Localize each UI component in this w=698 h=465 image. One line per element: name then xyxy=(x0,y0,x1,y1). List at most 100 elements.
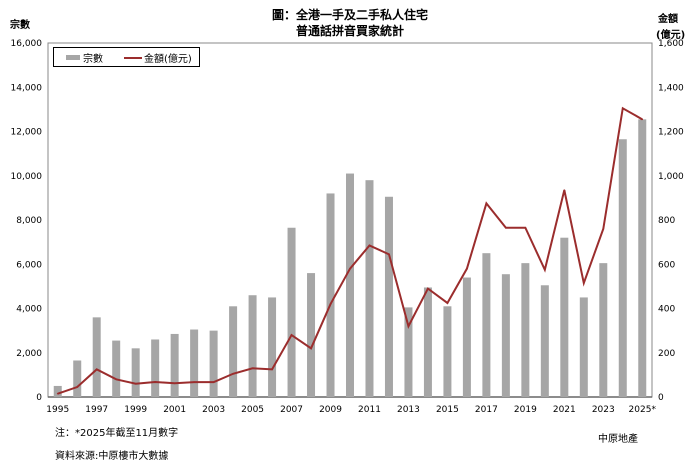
bar-2025 xyxy=(638,119,647,398)
bar-2019 xyxy=(521,263,530,397)
line-point-2004 xyxy=(232,372,234,375)
x-tick-label: 2009 xyxy=(319,405,342,415)
line-point-2008 xyxy=(310,347,312,350)
bar-2002 xyxy=(190,329,199,397)
bar-2001 xyxy=(170,333,179,397)
bar-2006 xyxy=(268,297,277,397)
left-tick-label: 12,000 xyxy=(11,128,43,138)
line-point-2014 xyxy=(427,287,429,290)
bar-1999 xyxy=(131,348,140,397)
line-point-2001 xyxy=(173,382,176,385)
x-tick-label: 2005 xyxy=(241,405,264,415)
x-tick-label: 2013 xyxy=(397,405,420,415)
right-tick-label: 400 xyxy=(658,305,675,315)
legend-line-label: 金額(億元) xyxy=(144,54,192,65)
line-point-2005 xyxy=(251,367,254,370)
line-point-2021 xyxy=(563,189,566,191)
bar-2007 xyxy=(287,227,296,397)
x-tick-label: 2007 xyxy=(280,405,303,415)
bar-2020 xyxy=(540,285,549,397)
line-point-2016 xyxy=(466,267,468,270)
left-tick-label: 8,000 xyxy=(16,216,42,226)
bar-2017 xyxy=(482,253,491,397)
line-point-2020 xyxy=(544,268,546,271)
x-tick-label: 2023 xyxy=(592,405,615,415)
line-point-2015 xyxy=(446,302,449,304)
left-tick-label: 16,000 xyxy=(11,39,43,49)
bar-2009 xyxy=(326,193,335,397)
line-point-2022 xyxy=(583,282,585,284)
bar-2000 xyxy=(151,339,160,397)
right-tick-label: 1,400 xyxy=(658,83,684,93)
line-point-2007 xyxy=(290,334,293,336)
left-axis-label: 宗數 xyxy=(10,20,30,31)
right-tick-label: 800 xyxy=(658,216,675,226)
x-tick-label: 1999 xyxy=(124,405,147,415)
line-point-2010 xyxy=(349,267,351,270)
line-point-2019 xyxy=(524,226,527,229)
bar-2024 xyxy=(618,139,627,397)
bar-2011 xyxy=(365,180,374,397)
bar-2003 xyxy=(209,330,218,397)
x-tick-label: 2003 xyxy=(202,405,225,415)
left-tick-label: 10,000 xyxy=(11,172,43,182)
bar-2005 xyxy=(248,295,257,397)
left-tick-label: 0 xyxy=(36,393,42,403)
x-tick-label: 2017 xyxy=(475,405,498,415)
line-point-1999 xyxy=(134,382,137,385)
line-point-1996 xyxy=(76,386,79,388)
line-point-2009 xyxy=(329,303,332,305)
x-tick-label: 1995 xyxy=(46,405,69,415)
bar-2015 xyxy=(443,306,452,397)
chart-subtitle: 普通話拼音買家統計 xyxy=(295,24,404,38)
left-tick-label: 14,000 xyxy=(11,83,43,93)
bar-2023 xyxy=(599,263,608,397)
x-tick-label: 1997 xyxy=(85,405,108,415)
x-tick-label: 2001 xyxy=(163,405,186,415)
x-tick-label: 2025* xyxy=(629,405,657,415)
line-point-2000 xyxy=(154,381,156,383)
line-point-1997 xyxy=(95,368,98,371)
line-point-2025 xyxy=(641,118,644,121)
source-note: 資料來源:中原樓市大數據 xyxy=(55,451,169,462)
line-point-2017 xyxy=(485,202,488,205)
line-point-2013 xyxy=(407,325,410,328)
line-point-2002 xyxy=(193,381,195,383)
line-point-1995 xyxy=(56,392,59,395)
bar-2004 xyxy=(229,306,238,397)
x-tick-label: 2019 xyxy=(514,405,537,415)
left-tick-label: 4,000 xyxy=(16,305,42,315)
bar-2008 xyxy=(307,273,316,397)
left-tick-label: 6,000 xyxy=(16,260,42,270)
line-point-2011 xyxy=(368,244,371,247)
brand-label: 中原地產 xyxy=(598,434,638,445)
left-tick-label: 2,000 xyxy=(16,349,42,359)
right-tick-label: 1,200 xyxy=(658,128,684,138)
legend-bar-label: 宗數 xyxy=(83,54,103,65)
line-point-1998 xyxy=(115,378,117,381)
line-point-2003 xyxy=(212,381,215,383)
bar-1996 xyxy=(73,360,82,397)
chart-title: 圖：全港一手及二手私人住宅 xyxy=(271,8,428,22)
right-tick-label: 1,600 xyxy=(658,39,684,49)
right-axis-unit: (億元) xyxy=(656,30,686,41)
bar-2021 xyxy=(560,237,569,397)
footnote: 注：*2025年截至11月數字 xyxy=(55,428,179,439)
right-tick-label: 600 xyxy=(658,260,675,270)
right-tick-label: 1,000 xyxy=(658,172,684,182)
bar-1998 xyxy=(112,340,121,397)
right-axis-label: 金額 xyxy=(658,14,678,25)
bar-2013 xyxy=(404,307,413,397)
legend-line-swatch xyxy=(124,57,142,59)
x-tick-label: 2011 xyxy=(358,405,381,415)
bar-2010 xyxy=(346,173,354,397)
bar-2016 xyxy=(462,277,471,397)
bar-1997 xyxy=(92,317,101,397)
right-tick-label: 200 xyxy=(658,349,675,359)
bar-2022 xyxy=(579,297,588,397)
legend-bar-swatch xyxy=(66,55,80,60)
legend: 宗數 金額(億元) xyxy=(53,47,200,67)
bar-1995 xyxy=(53,385,62,397)
